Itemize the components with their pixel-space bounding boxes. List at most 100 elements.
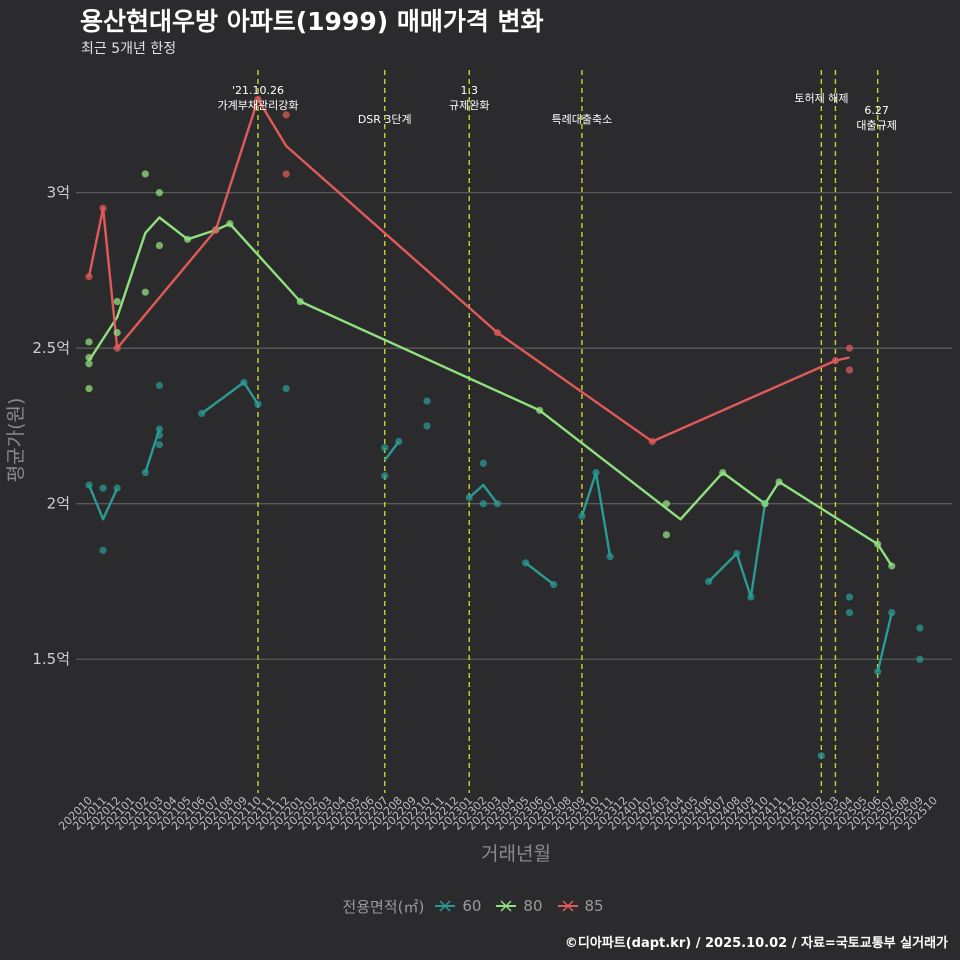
data-point-80: [874, 540, 882, 548]
data-point-60: [845, 608, 854, 617]
data-point-85: [648, 437, 656, 446]
data-point-80: [775, 478, 783, 486]
data-point-60: [479, 500, 487, 508]
data-point-80: [141, 288, 149, 296]
data-point-80: [113, 297, 121, 306]
y-tick-labels: 1.5억 2억 2.5억 3억: [32, 184, 70, 669]
legend-swatch-85-icon: [557, 900, 578, 912]
data-point-80: [141, 170, 149, 178]
data-point-60: [198, 409, 206, 418]
data-point-85: [282, 170, 290, 178]
data-point-60: [99, 484, 107, 492]
data-point-60: [155, 425, 164, 433]
chart-subtitle: 최근 5개년 한정: [81, 41, 177, 57]
data-point-60: [705, 577, 713, 586]
annotation-text: 가계부채관리강화: [218, 99, 299, 112]
policy-event-lines: [257, 70, 879, 793]
annotation-text: '21.10.26: [232, 84, 284, 97]
legend-swatch-80-icon: [496, 900, 517, 912]
data-point-80: [226, 220, 234, 228]
data-point-60: [733, 549, 741, 558]
data-point-60: [747, 593, 755, 601]
data-points: [85, 95, 924, 760]
data-point-60: [155, 441, 164, 449]
y-tick-label: 2억: [47, 495, 70, 513]
data-point-60: [282, 385, 290, 393]
series-line-85: [87, 98, 850, 443]
data-point-85: [845, 366, 854, 374]
x-axis-label: 거래년월: [481, 843, 551, 865]
annotation-text: 규제완화: [449, 99, 489, 112]
annotation-text: DSR 3단계: [358, 113, 412, 126]
legend-title: 전용면적(㎡): [342, 897, 425, 916]
data-point-60: [423, 422, 431, 430]
data-point-85: [113, 344, 121, 352]
data-point-60: [113, 484, 121, 492]
series-line-80: [87, 216, 893, 567]
data-point-80: [662, 531, 671, 539]
data-point-80: [183, 235, 192, 243]
annotation-text: 6.27: [864, 104, 889, 117]
annotation-text: 1.3: [461, 84, 479, 97]
data-point-60: [817, 752, 825, 760]
data-point-60: [381, 444, 389, 452]
data-point-80: [662, 500, 671, 508]
x-tick-labels: 2020102020112020122021012021022021032021…: [56, 794, 940, 833]
data-point-85: [493, 329, 502, 337]
data-point-60: [99, 546, 107, 554]
data-point-60: [550, 580, 558, 589]
y-axis-label: 평균가(원): [5, 398, 27, 483]
y-tick-label: 1.5억: [32, 650, 70, 668]
data-point-80: [85, 360, 93, 368]
data-point-80: [85, 353, 93, 362]
data-point-60: [141, 469, 149, 477]
data-point-60: [493, 500, 502, 508]
data-point-80: [536, 406, 544, 414]
data-point-85: [254, 95, 262, 103]
data-point-60: [85, 481, 93, 489]
data-point-60: [423, 397, 431, 405]
data-point-60: [254, 400, 262, 408]
legend-swatch-60-icon: [435, 900, 456, 912]
chart-title: 용산현대우방 아파트(1999) 매매가격 변화: [80, 7, 544, 36]
annotation-text: 대출규제: [856, 119, 896, 132]
y-tick-label: 2.5억: [32, 339, 70, 357]
data-point-80: [761, 500, 769, 508]
data-point-85: [212, 226, 220, 234]
data-point-60: [606, 552, 614, 561]
data-point-85: [282, 111, 290, 119]
data-point-85: [845, 344, 854, 352]
annotation-text: 토허제 해제: [794, 91, 848, 105]
series-lines: [87, 98, 893, 672]
data-point-80: [719, 469, 727, 477]
data-point-60: [465, 493, 473, 502]
data-point-60: [155, 381, 164, 390]
legend-label-60: 60: [462, 897, 482, 915]
data-point-60: [521, 559, 530, 567]
data-point-60: [479, 459, 487, 467]
series-line-60: [87, 381, 893, 672]
source-caption: ©디아파트(dapt.kr) / 2025.10.02 / 자료=국토교통부 실…: [564, 936, 948, 951]
data-point-60: [381, 472, 389, 480]
data-point-80: [888, 562, 896, 570]
legend-label-80: 80: [523, 897, 543, 915]
data-point-60: [155, 431, 164, 439]
legend-item-85: 85: [557, 897, 604, 915]
data-point-80: [113, 329, 121, 337]
data-point-60: [578, 512, 586, 520]
legend-label-85: 85: [584, 897, 604, 915]
data-point-60: [240, 378, 248, 386]
data-point-80: [85, 338, 93, 346]
data-point-60: [916, 624, 924, 632]
y-gridlines: [76, 191, 952, 660]
data-point-85: [831, 357, 840, 365]
legend-item-80: 80: [495, 897, 543, 915]
data-point-60: [395, 437, 403, 446]
data-point-85: [85, 273, 93, 281]
data-point-60: [888, 608, 896, 617]
data-point-80: [85, 385, 93, 393]
y-tick-label: 3억: [47, 184, 70, 202]
data-point-60: [916, 655, 924, 663]
